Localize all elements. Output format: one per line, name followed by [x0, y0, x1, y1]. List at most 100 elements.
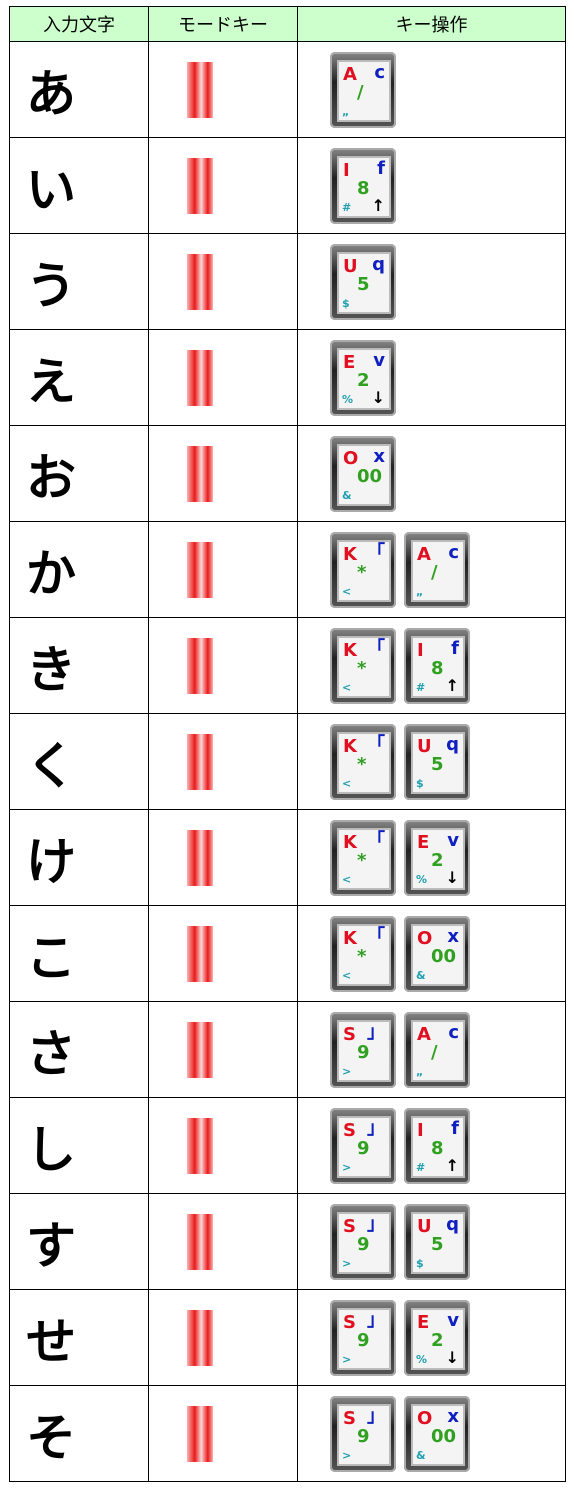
key-label: E: [417, 1311, 430, 1333]
key-label: 2: [357, 369, 370, 391]
keycap-face: K 「* <: [337, 827, 391, 890]
key-label: A: [417, 1023, 431, 1045]
kana-cell: す: [9, 1193, 149, 1290]
key-label: 「: [367, 541, 385, 563]
keycap-face: K 「* <: [337, 731, 391, 794]
keycap-face: S 」 9 >: [337, 1211, 391, 1274]
key-label: S: [343, 1119, 356, 1141]
key-label: 」: [367, 1021, 385, 1043]
key-label: I: [417, 639, 424, 661]
key-label: 「: [367, 925, 385, 947]
key-label: 00: [357, 465, 383, 487]
mode-key-cell: [148, 617, 298, 714]
key-label: *: [357, 849, 367, 871]
keycap-face: S 」 9 >: [337, 1019, 391, 1082]
key-label: „: [416, 584, 424, 598]
key-label: /: [431, 1041, 438, 1063]
mode-key-cell: [148, 1001, 298, 1098]
key-label: 」: [367, 1117, 385, 1139]
key-label: q: [446, 1213, 459, 1235]
key-label: S: [343, 1407, 356, 1429]
mode-key-icon: [187, 349, 213, 406]
kana-cell: え: [9, 329, 149, 426]
key-label: &: [416, 968, 426, 982]
key-label: %: [416, 872, 428, 886]
keycap: S 」 9 >: [330, 1395, 396, 1472]
mode-key-cell: [148, 1289, 298, 1386]
keycap: S 」 9 >: [330, 1203, 396, 1280]
key-label: 5: [357, 273, 370, 295]
key-label: *: [357, 945, 367, 967]
keycap-face: K 「* <: [337, 635, 391, 698]
mode-key-icon: [187, 1021, 213, 1078]
key-label: *: [357, 753, 367, 775]
mode-key-cell: [148, 521, 298, 618]
key-label: O: [417, 927, 433, 949]
keycap: K 「* <: [330, 531, 396, 608]
mode-key-cell: [148, 137, 298, 234]
key-label: 「: [367, 637, 385, 659]
key-label: %: [342, 392, 354, 406]
key-label: 00: [431, 945, 457, 967]
key-label: K: [343, 927, 357, 949]
keycap: K 「* <: [330, 723, 396, 800]
key-label: q: [446, 733, 459, 755]
key-label: 」: [367, 1405, 385, 1427]
key-label: f: [377, 157, 385, 179]
mode-key-cell: [148, 809, 298, 906]
mode-key-icon: [187, 61, 213, 118]
key-label: <: [342, 968, 352, 982]
key-label: 9: [357, 1425, 370, 1447]
mode-key-cell: [148, 329, 298, 426]
key-label: x: [373, 445, 385, 467]
mode-key-icon: [187, 541, 213, 598]
header-row: 入力文字 モードキー キー操作: [9, 6, 566, 42]
key-label: 9: [357, 1137, 370, 1159]
keycap-face: S 」 9 >: [337, 1307, 391, 1370]
key-label: >: [342, 1160, 352, 1174]
keycap: S 」 9 >: [330, 1299, 396, 1376]
key-label: 5: [431, 753, 444, 775]
kana-cell: こ: [9, 905, 149, 1002]
key-label: f: [451, 637, 459, 659]
keycap: K 「* <: [330, 627, 396, 704]
kana-cell: か: [9, 521, 149, 618]
key-label: c: [374, 61, 385, 83]
keycap: S 」 9 >: [330, 1107, 396, 1184]
kana-cell: き: [9, 617, 149, 714]
key-label: 「: [367, 829, 385, 851]
